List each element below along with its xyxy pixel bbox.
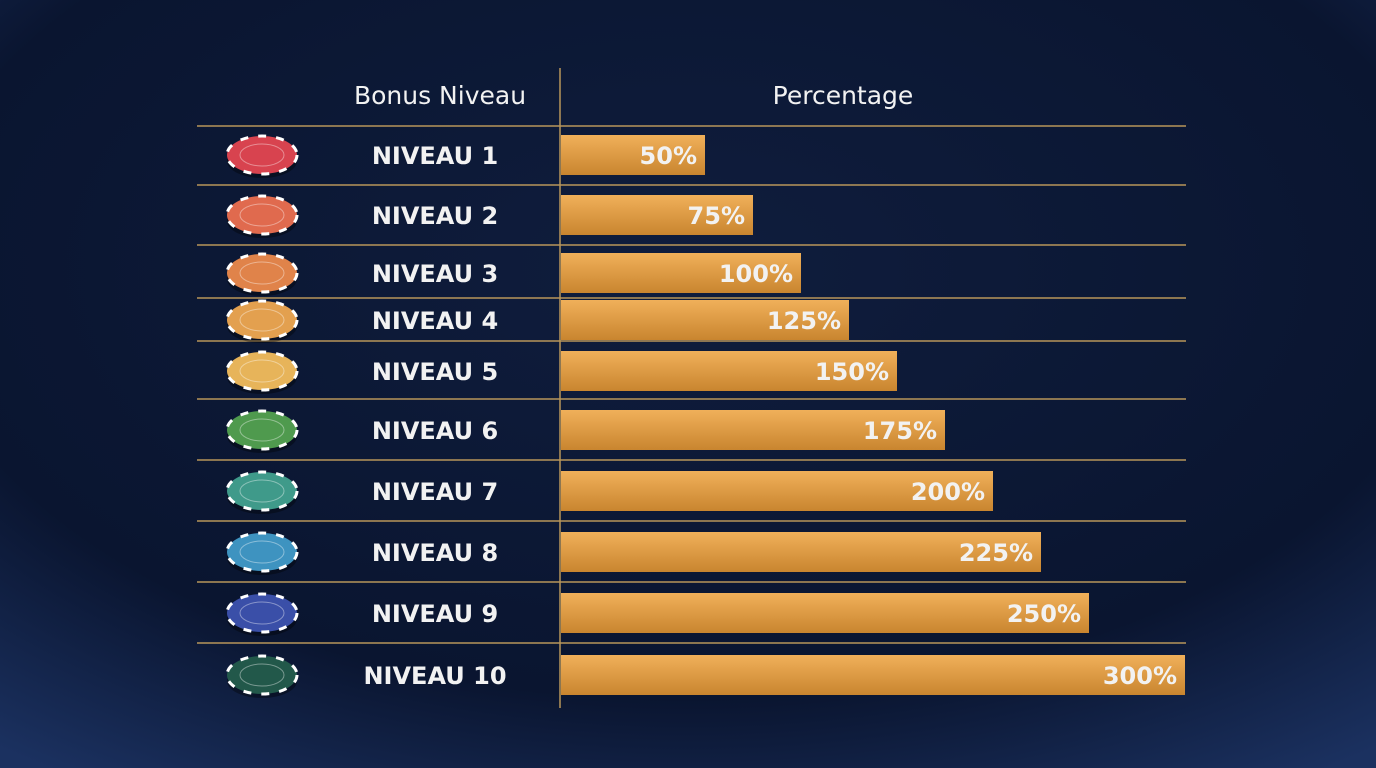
category-label: NIVEAU 1 <box>372 142 498 170</box>
value-label: 100% <box>719 260 793 288</box>
chip-center <box>239 601 285 625</box>
bar <box>561 655 1185 695</box>
value-label: 50% <box>640 142 697 170</box>
category-label: NIVEAU 10 <box>363 662 506 690</box>
category-label: NIVEAU 7 <box>372 478 498 506</box>
chip-center <box>239 663 285 687</box>
bar <box>561 135 705 175</box>
bar <box>561 593 1089 633</box>
chip-center <box>239 540 285 564</box>
category-label: NIVEAU 8 <box>372 539 498 567</box>
chip-center <box>239 359 285 383</box>
bar <box>561 351 897 391</box>
column-header: Bonus Niveau <box>354 81 526 110</box>
bar <box>561 471 993 511</box>
column-header: Percentage <box>773 81 914 110</box>
bar <box>561 532 1041 572</box>
chip-center <box>239 308 285 332</box>
chip-center <box>239 203 285 227</box>
bar <box>561 195 753 235</box>
chip-center <box>239 418 285 442</box>
bar <box>561 253 801 293</box>
bar <box>561 410 945 450</box>
category-label: NIVEAU 4 <box>372 307 498 335</box>
category-label: NIVEAU 2 <box>372 202 498 230</box>
chip-center <box>239 143 285 167</box>
category-label: NIVEAU 3 <box>372 260 498 288</box>
bar <box>561 300 849 340</box>
category-label: NIVEAU 6 <box>372 417 498 445</box>
value-label: 250% <box>1007 600 1081 628</box>
value-label: 175% <box>863 417 937 445</box>
value-label: 300% <box>1103 662 1177 690</box>
category-label: NIVEAU 9 <box>372 600 498 628</box>
value-label: 200% <box>911 478 985 506</box>
value-label: 225% <box>959 539 1033 567</box>
value-label: 125% <box>767 307 841 335</box>
chip-center <box>239 479 285 503</box>
category-label: NIVEAU 5 <box>372 358 498 386</box>
chip-center <box>239 261 285 285</box>
value-label: 75% <box>688 202 745 230</box>
value-label: 150% <box>815 358 889 386</box>
